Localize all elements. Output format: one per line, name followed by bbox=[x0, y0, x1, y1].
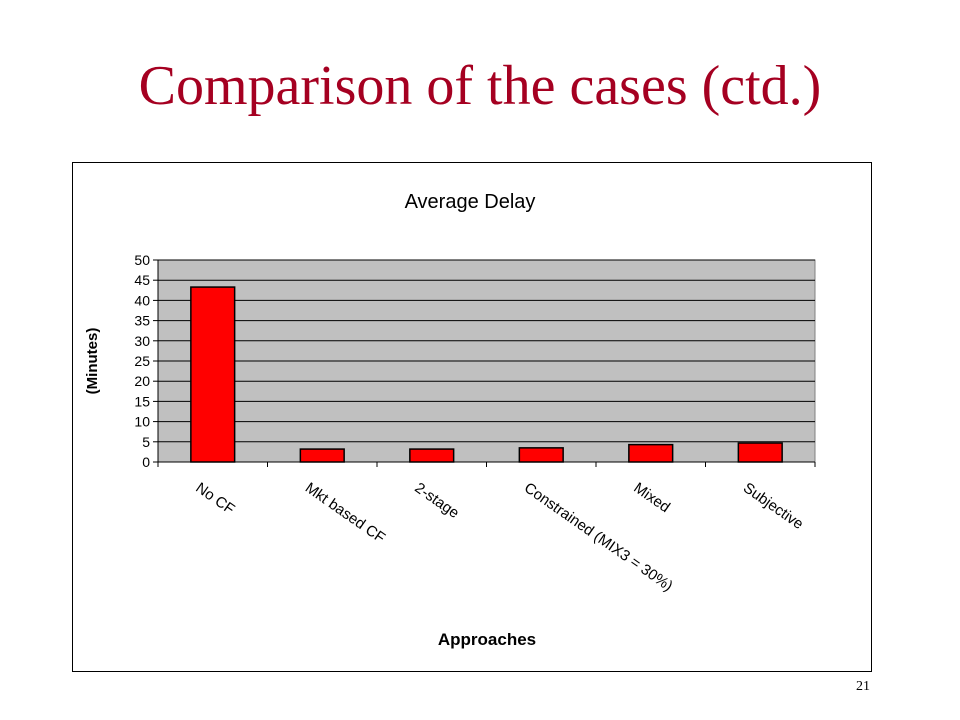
y-tick-label: 5 bbox=[142, 434, 150, 450]
y-tick-label: 30 bbox=[134, 333, 150, 349]
bars bbox=[190, 286, 783, 463]
bar bbox=[737, 442, 783, 463]
y-tick-label: 40 bbox=[134, 292, 150, 308]
bar bbox=[299, 448, 345, 463]
y-tick-label: 15 bbox=[134, 393, 150, 409]
y-tick-label: 0 bbox=[142, 454, 150, 470]
x-tick-label: Subjective bbox=[740, 479, 806, 533]
chart-area: 0 5 10 15 20 25 30 35 40 45 50 No CF Mkt based CF 2-… bbox=[72, 162, 872, 672]
y-tick-label: 45 bbox=[134, 272, 150, 288]
bar bbox=[628, 443, 674, 463]
x-tick-label: Mkt based CF bbox=[302, 479, 388, 546]
bar-chart: 0 5 10 15 20 25 30 35 40 45 50 No CF Mkt based CF 2-… bbox=[84, 191, 816, 649]
page-number: 21 bbox=[856, 679, 870, 694]
slide-title: Comparison of the cases (ctd.) bbox=[138, 55, 822, 117]
x-tick-label: No CF bbox=[192, 479, 237, 518]
y-tick-label: 35 bbox=[134, 313, 150, 329]
y-tick-label: 25 bbox=[134, 353, 150, 369]
x-axis-label: Approaches bbox=[438, 630, 536, 649]
y-tick-labels: 0 5 10 15 20 25 30 35 40 45 50 bbox=[134, 252, 150, 470]
bar bbox=[518, 447, 564, 463]
x-tick-labels: No CF Mkt based CF 2-stage Constrained (MIX… bbox=[192, 479, 806, 595]
bar bbox=[190, 286, 236, 463]
chart-title: Average Delay bbox=[405, 191, 536, 213]
bar bbox=[409, 448, 455, 463]
y-axis-label: (Minutes) bbox=[84, 328, 101, 395]
gridlines bbox=[153, 259, 815, 463]
y-tick-label: 50 bbox=[134, 252, 150, 268]
x-tick-label: Mixed bbox=[630, 479, 673, 516]
axes bbox=[157, 260, 816, 467]
y-tick-label: 10 bbox=[134, 414, 150, 430]
x-tick-label: 2-stage bbox=[411, 479, 462, 522]
y-tick-label: 20 bbox=[134, 373, 150, 389]
